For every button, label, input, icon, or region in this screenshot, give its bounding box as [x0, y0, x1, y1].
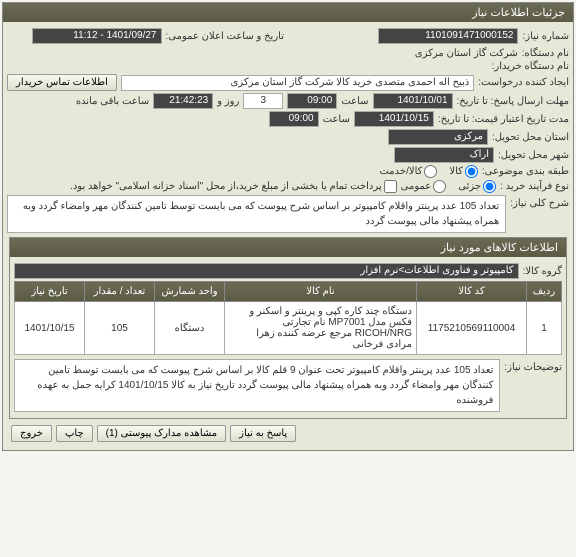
- items-panel-title: اطلاعات کالاهای مورد نیاز: [441, 242, 558, 254]
- budget-opt1-label: کالا: [449, 166, 463, 177]
- col-qty: تعداد / مقدار: [85, 282, 155, 302]
- cell-date: 1401/10/15: [15, 302, 85, 355]
- general-desc-text: تعداد 105 عدد پرینتر واقلام کامپیوتر بر …: [7, 195, 506, 233]
- print-button[interactable]: چاپ: [56, 425, 93, 442]
- notes-text: تعداد 105 عدد پرینتر واقلام کامپیوتر تحت…: [14, 359, 500, 412]
- creator-label: ایجاد کننده درخواست:: [478, 77, 569, 88]
- response-deadline-label: مهلت ارسال پاسخ: تا تاریخ:: [457, 96, 569, 107]
- process-opt1-label: جزئی: [458, 181, 481, 192]
- process-option-partial[interactable]: جزئی: [458, 180, 496, 193]
- response-days-value: 3: [243, 93, 283, 109]
- org-name-value: شرکت گاز استان مرکزی: [415, 48, 518, 59]
- req-number-value: 1101091471000152: [378, 28, 518, 44]
- group-value: کامپیوتر و فناوری اطلاعات>نرم افزار: [14, 263, 519, 279]
- col-unit: واحد شمارش: [155, 282, 225, 302]
- cell-qty: 105: [85, 302, 155, 355]
- response-date-value: 1401/10/01: [373, 93, 453, 109]
- budget-opt2-label: کالا/خدمت: [379, 166, 422, 177]
- validity-time-label: ساعت: [323, 114, 350, 125]
- process-label: نوع فرآیند خرید :: [500, 181, 569, 192]
- creator-value: ذبیح اله احمدی متصدی خرید کالا شرکت گاز …: [121, 75, 474, 91]
- budget-radio-service[interactable]: [424, 165, 437, 178]
- col-code: کد کالا: [417, 282, 527, 302]
- table-header-row: ردیف کد کالا نام کالا واحد شمارش تعداد /…: [15, 282, 562, 302]
- city-label: شهر محل تحویل:: [498, 150, 569, 161]
- cell-unit: دستگاه: [155, 302, 225, 355]
- button-bar: پاسخ به نیاز مشاهده مدارک پیوستی (1) چاپ…: [7, 421, 569, 446]
- province-label: استان محل تحویل:: [492, 132, 569, 143]
- general-desc-label: شرح کلی نیاز:: [510, 195, 569, 209]
- announce-date-label: تاریخ و ساعت اعلان عمومی:: [166, 31, 285, 42]
- cell-name: دستگاه چند کاره کپی و پرینتر و اسکنر و ف…: [225, 302, 417, 355]
- budget-radio-group: کالا کالا/خدمت: [379, 165, 477, 178]
- cell-code: 1175210569110004: [417, 302, 527, 355]
- col-name: نام کالا: [225, 282, 417, 302]
- budget-option-service[interactable]: کالا/خدمت: [379, 165, 437, 178]
- main-panel: جزئیات اطلاعات نیاز شماره نیاز: 11010914…: [2, 2, 574, 451]
- items-panel-body: گروه کالا: کامپیوتر و فناوری اطلاعات>نرم…: [10, 257, 566, 418]
- remain-time-value: 21:42:23: [153, 93, 213, 109]
- items-panel: اطلاعات کالاهای مورد نیاز گروه کالا: کام…: [9, 237, 567, 419]
- main-panel-title: جزئیات اطلاعات نیاز: [472, 7, 565, 19]
- buyer-name-label: نام دستگاه خریدار:: [492, 61, 569, 72]
- col-row: ردیف: [527, 282, 562, 302]
- process-option-general[interactable]: عمومی: [401, 180, 447, 193]
- announce-date-value: 1401/09/27 - 11:12: [32, 28, 162, 44]
- response-time-value: 09:00: [287, 93, 337, 109]
- cell-row: 1: [527, 302, 562, 355]
- budget-label: طبقه بندی موضوعی:: [482, 166, 569, 177]
- process-note-text: پرداخت تمام یا بخشی از مبلغ خرید،از محل …: [70, 181, 382, 192]
- items-table: ردیف کد کالا نام کالا واحد شمارش تعداد /…: [14, 281, 562, 355]
- respond-button[interactable]: پاسخ به نیاز: [230, 425, 296, 442]
- main-panel-body: شماره نیاز: 1101091471000152 تاریخ و ساع…: [3, 22, 573, 450]
- attachments-button[interactable]: مشاهده مدارک پیوستی (1): [97, 425, 227, 442]
- close-button[interactable]: خروج: [11, 425, 52, 442]
- city-value: اراک: [394, 147, 494, 163]
- group-label: گروه کالا:: [523, 266, 562, 277]
- contact-buyer-button[interactable]: اطلاعات تماس خریدار: [7, 74, 117, 91]
- process-note-checkbox[interactable]: [384, 180, 397, 193]
- process-radio-partial[interactable]: [483, 180, 496, 193]
- validity-date-value: 1401/10/15: [354, 111, 434, 127]
- table-row[interactable]: 1 1175210569110004 دستگاه چند کاره کپی و…: [15, 302, 562, 355]
- process-note-check[interactable]: پرداخت تمام یا بخشی از مبلغ خرید،از محل …: [70, 180, 397, 193]
- province-value: مرکزی: [388, 129, 488, 145]
- budget-option-goods[interactable]: کالا: [449, 165, 478, 178]
- org-name-label: نام دستگاه:: [522, 48, 569, 59]
- response-time-label: ساعت: [341, 96, 368, 107]
- remain-time-label: ساعت باقی مانده: [76, 96, 149, 107]
- validity-date-label: مدت تاریخ اعتبار قیمت: تا تاریخ:: [438, 114, 569, 125]
- process-opt2-label: عمومی: [401, 181, 432, 192]
- budget-radio-goods[interactable]: [465, 165, 478, 178]
- response-days-label: روز و: [217, 96, 239, 107]
- main-panel-header[interactable]: جزئیات اطلاعات نیاز: [3, 3, 573, 22]
- validity-time-value: 09:00: [269, 111, 319, 127]
- process-radio-group: جزئی عمومی: [401, 180, 496, 193]
- req-number-label: شماره نیاز:: [522, 31, 569, 42]
- notes-label: توضیحات نیاز:: [504, 359, 562, 373]
- items-panel-header[interactable]: اطلاعات کالاهای مورد نیاز: [10, 238, 566, 257]
- process-radio-general[interactable]: [433, 180, 446, 193]
- col-date: تاریخ نیاز: [15, 282, 85, 302]
